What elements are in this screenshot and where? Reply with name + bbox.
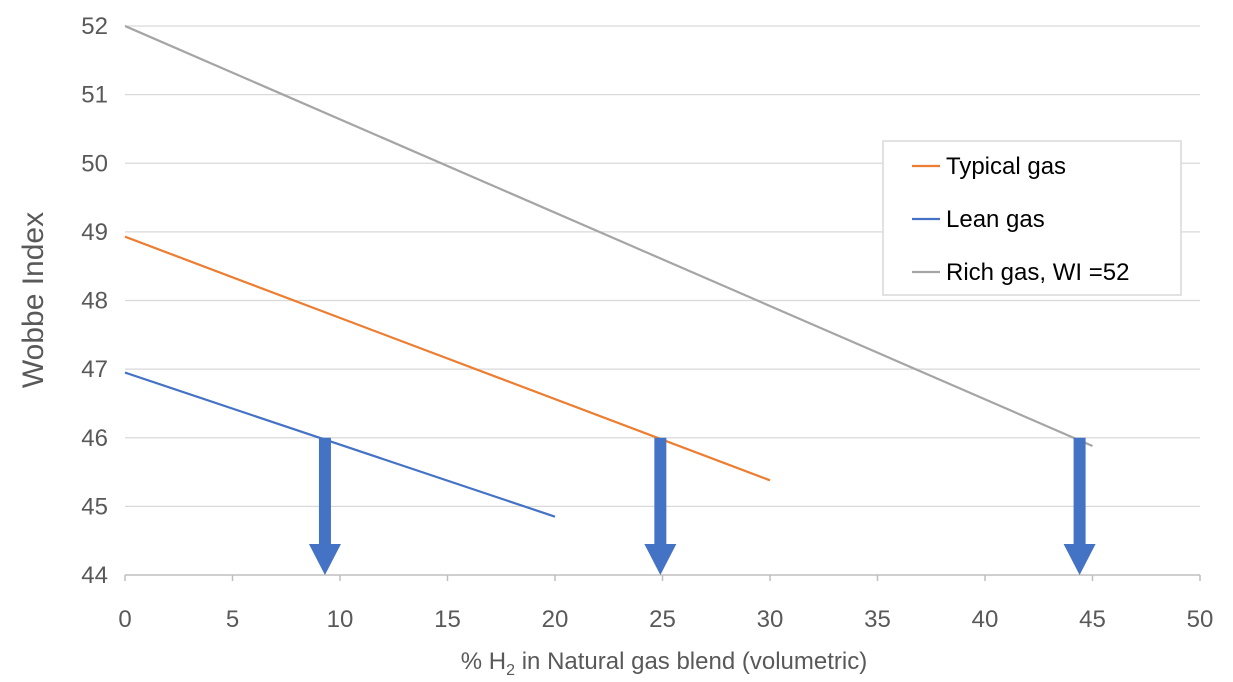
- arrows: [308, 437, 1096, 575]
- x-axis-title: % H2 in Natural gas blend (volumetric): [461, 648, 867, 679]
- x-tick-label: 40: [972, 606, 999, 633]
- x-tick-label: 45: [1079, 606, 1106, 633]
- y-tick-label: 49: [81, 219, 108, 246]
- series-line: [124, 371, 556, 518]
- y-tick-label: 48: [81, 288, 108, 315]
- x-tick-label: 0: [118, 606, 131, 633]
- legend-label: Lean gas: [946, 206, 1045, 233]
- x-tick-label: 10: [327, 606, 354, 633]
- x-tick-label: 25: [649, 606, 676, 633]
- gridlines: [125, 25, 1200, 507]
- y-tick-label: 46: [81, 425, 108, 452]
- y-tick-label: 47: [81, 356, 108, 383]
- down-arrow: [1063, 437, 1096, 575]
- legend: Typical gas Lean gas Rich gas, WI =52: [882, 140, 1182, 296]
- y-axis-title: Wobbe Index: [17, 212, 50, 388]
- x-tick-label: 15: [434, 606, 461, 633]
- y-tick-label: 50: [81, 150, 108, 177]
- x-tick-label: 35: [864, 606, 891, 633]
- y-tick-label: 51: [81, 82, 108, 109]
- legend-items: Typical gas Lean gas Rich gas, WI =52: [912, 153, 1129, 286]
- legend-label: Rich gas, WI =52: [946, 259, 1129, 286]
- y-tick-labels: 44 45 46 47 48 49 50 51 52: [81, 13, 108, 589]
- legend-label: Typical gas: [946, 153, 1066, 180]
- x-tick-label: 5: [226, 606, 239, 633]
- down-arrow: [644, 437, 677, 575]
- x-tick-label: 30: [757, 606, 784, 633]
- series-line: [124, 24, 1093, 447]
- y-tick-label: 44: [81, 562, 108, 589]
- y-tick-label: 45: [81, 493, 108, 520]
- axes: [124, 574, 1201, 581]
- x-tick-label: 20: [542, 606, 569, 633]
- x-tick-label: 50: [1187, 606, 1214, 633]
- down-arrow: [308, 437, 341, 575]
- series-line: [124, 235, 771, 482]
- x-tick-labels: 0 5 10 15 20 25 30 35 40 45 50: [118, 606, 1213, 633]
- y-tick-label: 52: [81, 13, 108, 40]
